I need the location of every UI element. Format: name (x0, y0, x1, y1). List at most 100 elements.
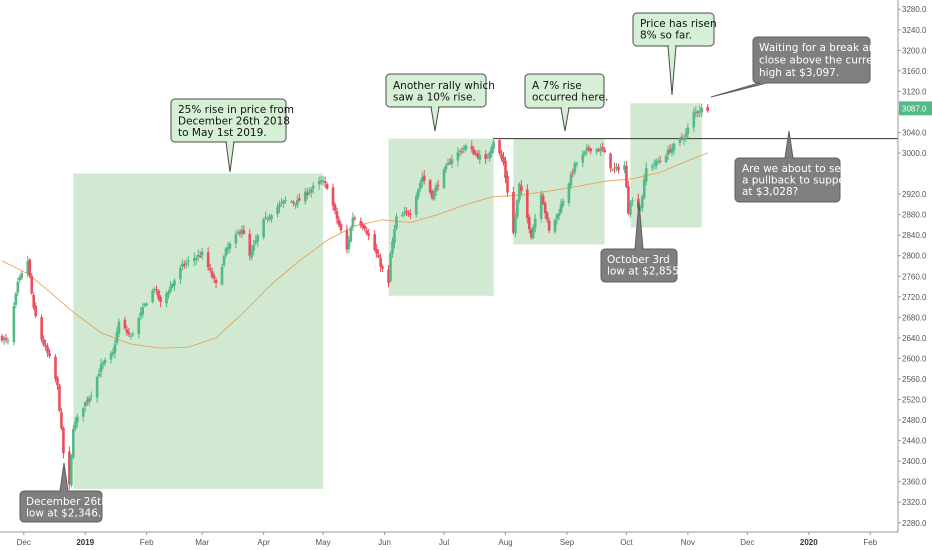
candle (40, 314, 43, 343)
candle-body (587, 147, 591, 149)
candle-body (387, 269, 390, 284)
candle-body (682, 138, 686, 140)
candle-body (70, 455, 73, 486)
candle-body (139, 312, 143, 317)
candle (115, 326, 119, 345)
candle-body (200, 252, 204, 256)
candle-body (284, 200, 287, 202)
candle (20, 271, 24, 281)
candle-body (373, 234, 376, 251)
candle-body (395, 216, 398, 229)
candle (282, 199, 285, 209)
candle (422, 170, 426, 185)
candle (629, 200, 632, 218)
candle (432, 188, 436, 201)
candle (571, 168, 575, 178)
candle-body (192, 258, 196, 261)
price-tick-label: 2280.0 (902, 519, 927, 528)
candle (403, 207, 406, 217)
price-tick-label: 2600.0 (902, 354, 927, 363)
candle-body (609, 153, 612, 169)
callout-pointer (560, 107, 570, 132)
candle (448, 158, 452, 165)
candle (296, 195, 299, 208)
candle (347, 236, 351, 254)
candle (62, 426, 65, 459)
candle-body (680, 137, 684, 139)
annotation-callout: A 7% rise occurred here. (524, 73, 608, 132)
price-axis[interactable]: 2280.0 2320.0 2360.0 2400.0 2440.0 2480.0 2520… (897, 0, 932, 532)
candle (434, 182, 438, 197)
candle-body (664, 156, 668, 163)
candle-body (436, 184, 440, 187)
candle (319, 175, 323, 185)
candle (615, 162, 618, 172)
candle-body (627, 186, 630, 214)
candle-body (526, 189, 529, 219)
annotation-callout: Are we about to see a pullback to support… (734, 130, 853, 203)
price-tick-label: 3160.0 (902, 67, 927, 76)
candle-body (125, 329, 129, 333)
candle-body (179, 268, 182, 280)
candle-body (298, 198, 301, 201)
candle (527, 214, 531, 234)
candle-body (529, 229, 533, 238)
candle (539, 190, 543, 223)
candle (543, 201, 547, 219)
candle-body (129, 335, 133, 337)
candle-body (303, 191, 307, 202)
candle (500, 149, 503, 162)
candle-body (484, 154, 487, 159)
candle (464, 143, 468, 152)
candle-body (692, 111, 696, 128)
candle (226, 242, 230, 255)
candle-body (666, 149, 670, 156)
candle-body (706, 106, 709, 111)
price-tick-label: 3000.0 (902, 149, 927, 158)
candle-body (333, 204, 337, 211)
candle (155, 285, 158, 295)
candle (520, 180, 523, 196)
candle-body (595, 149, 598, 152)
candle (113, 338, 117, 359)
candle-body (85, 400, 89, 402)
annotation-line: 8% so far. (640, 30, 692, 42)
candle-body (117, 321, 121, 334)
annotation-line: Another rally which (393, 80, 495, 92)
candle (240, 225, 244, 239)
candle (68, 446, 71, 490)
candle (224, 246, 228, 258)
candle-body (280, 202, 283, 204)
annotation-line: low at $2,346. (26, 508, 101, 520)
candle-body (234, 234, 238, 244)
candle-body (597, 149, 600, 152)
candle (123, 316, 127, 331)
candle-body (486, 156, 489, 159)
candle-body (46, 346, 49, 353)
moving-average (1, 152, 708, 349)
candle-body (476, 153, 480, 158)
candle (250, 244, 254, 261)
time-axis[interactable]: Dec 2019 Feb Mar Apr May Jun Jul Aug Sep Oct Nov Dec… (0, 531, 898, 547)
candle (672, 141, 676, 156)
candle (212, 272, 216, 283)
candle (585, 144, 589, 156)
candle (103, 357, 107, 366)
price-tick-label: 3120.0 (902, 87, 927, 96)
candle (512, 186, 515, 235)
candle (631, 197, 634, 207)
candle (504, 156, 507, 184)
candle-body (167, 291, 170, 296)
candle-body (345, 230, 349, 250)
candle-body (520, 185, 523, 192)
moving-average-line (1, 152, 708, 349)
candle (373, 229, 376, 252)
candle-body (414, 196, 418, 215)
candle (111, 347, 115, 358)
candle-body (583, 151, 587, 155)
candle (682, 135, 686, 146)
candle (526, 184, 529, 224)
candle (228, 241, 232, 253)
candle-body (151, 290, 154, 302)
